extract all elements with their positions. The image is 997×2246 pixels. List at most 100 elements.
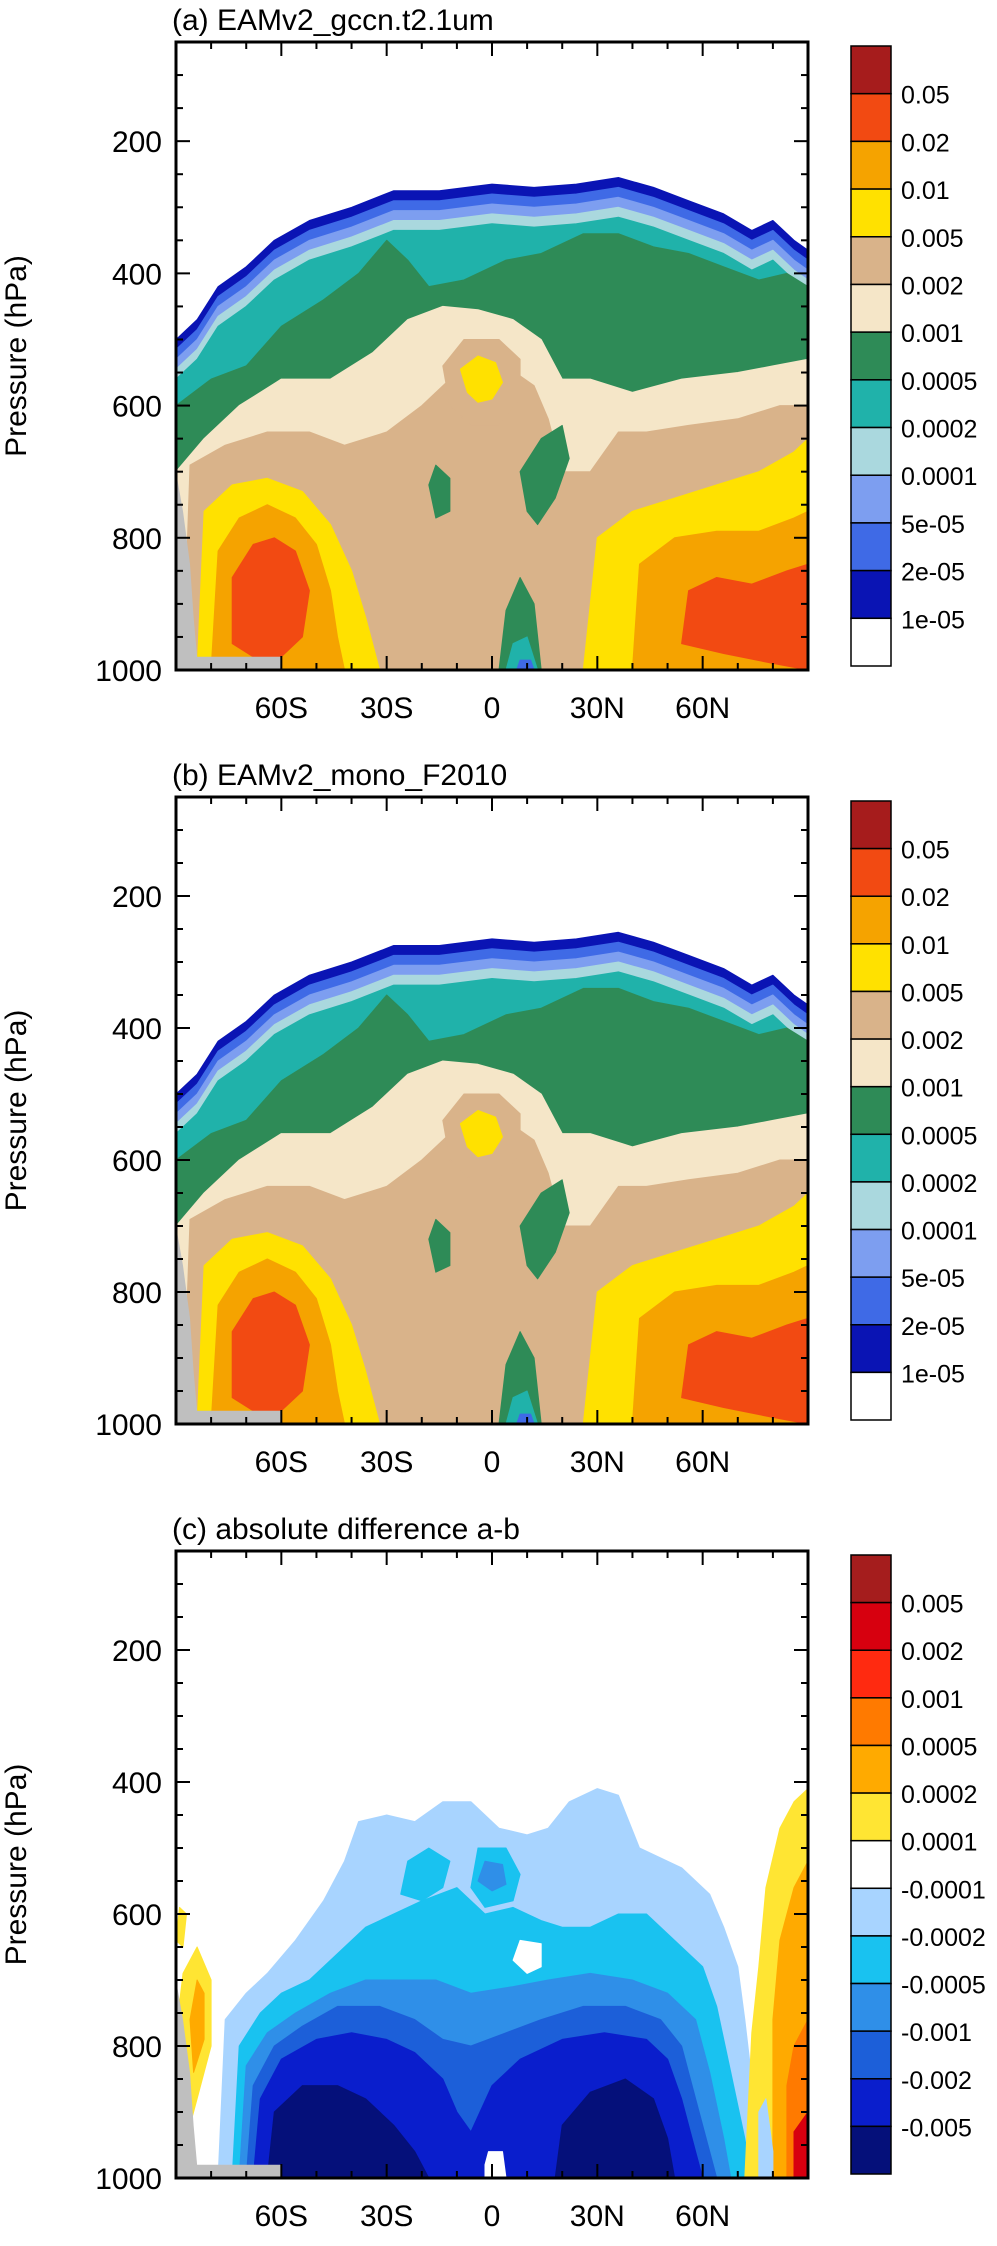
colorbar-swatch [850,1839,892,1890]
colorbar-label: 0.0002 [901,1170,977,1198]
colorbar: 0.005 0.002 0.001 0.0005 0.0002 0.0001 -0.0001… [850,1554,986,2175]
colorbar-label: 0.002 [901,1027,964,1055]
colorbar-swatch [850,474,892,524]
contour-region-7 [554,2078,676,2178]
colorbar-swatch [850,1935,892,1985]
x-tick-label: 30S [360,692,413,725]
colorbar-swatch [850,2078,892,2128]
x-tick-label: 60N [675,2200,730,2233]
colorbar-swatch [850,379,892,429]
colorbar-swatch [850,1554,892,1604]
colorbar-swatch [850,283,892,333]
contour-region-18 [519,1179,570,1280]
colorbar-label: -0.002 [901,2067,972,2095]
colorbar-label: 0.05 [901,837,950,865]
colorbar-swatch [850,1371,892,1421]
x-tick-label: 60S [255,1446,308,1479]
colorbar-swatch [850,1085,892,1136]
colorbar-label: 0.001 [901,1686,964,1714]
y-axis-label: Pressure (hPa) [0,1010,33,1212]
panel-c: (c) absolute difference a-b 200 400 600 800 1… [0,1513,986,2233]
y-tick-label: 800 [112,523,162,556]
colorbar-swatch [850,895,892,945]
colorbar-label: -0.0005 [901,1972,986,2000]
colorbar-label: 0.0005 [901,1122,977,1150]
colorbar-swatch [850,800,892,850]
colorbar-label: 0.05 [901,82,950,110]
contour-field [176,797,808,1424]
colorbar-swatch [850,1324,892,1374]
colorbar: 0.05 0.02 0.01 0.005 0.002 0.001 0.0005 0.0002 0… [850,45,977,667]
y-tick-label: 1000 [95,655,162,688]
terrain-mask [176,1980,282,2178]
contour-region-8 [400,1847,451,1902]
x-tick-label: 60S [255,692,308,725]
colorbar-swatch [850,943,892,993]
colorbar-label: 0.002 [901,1638,964,1666]
colorbar-swatch [850,188,892,238]
colorbar-swatch [850,990,892,1040]
colorbar-swatch [850,1982,892,2032]
contour-region-12 [484,2151,507,2178]
panel-title: (a) EAMv2_gccn.t2.1um [172,4,494,37]
contour-region-18 [519,424,570,526]
x-tick-label: 30N [570,692,625,725]
contour-region-14 [681,563,808,670]
contour-region-21 [516,659,535,670]
colorbar-label: 0.02 [901,884,950,912]
colorbar-label: 0.005 [901,1591,964,1619]
x-tick-label: 30S [360,2200,413,2233]
x-tick-label: 30N [570,1446,625,1479]
colorbar-label: 0.001 [901,320,964,348]
x-tick-label: 60N [675,692,730,725]
y-tick-label: 600 [112,1145,162,1178]
colorbar-swatch [850,236,892,286]
colorbar-label: 0.002 [901,272,964,300]
colorbar-label: -0.005 [901,2114,972,2142]
y-tick-label: 400 [112,258,162,291]
colorbar-swatch [850,1887,892,1937]
terrain-mask [176,1226,282,1424]
y-tick-label: 200 [112,1635,162,1668]
contour-region-10 [477,1860,507,1892]
colorbar-swatch [850,1649,892,1699]
contour-region-21 [516,1413,535,1424]
y-tick-label: 1000 [95,2163,162,2196]
y-tick-label: 1000 [95,1409,162,1442]
colorbar-swatch [850,1601,892,1651]
colorbar-swatch [850,617,892,667]
contour-region-17 [428,464,451,519]
y-tick-label: 600 [112,1899,162,1932]
y-tick-label: 200 [112,881,162,914]
colorbar-label: 5e-05 [901,1265,965,1293]
panel-title: (c) absolute difference a-b [172,1513,520,1546]
contour-field [176,42,808,670]
colorbar-label: 0.01 [901,932,950,960]
colorbar-swatch [850,45,892,95]
x-tick-label: 30N [570,2200,625,2233]
colorbar-label: 0.0005 [901,1733,977,1761]
panel-title: (b) EAMv2_mono_F2010 [172,759,507,792]
colorbar-label: -0.0001 [901,1876,986,1904]
colorbar-swatch [850,426,892,476]
y-tick-label: 200 [112,126,162,159]
contour-region-11 [512,1939,542,1974]
terrain-mask [176,471,282,670]
y-tick-label: 800 [112,1277,162,1310]
colorbar-label: 2e-05 [901,559,965,587]
x-tick-label: 30S [360,1446,413,1479]
colorbar-swatch [850,1038,892,1088]
colorbar-swatch [850,1792,892,1842]
colorbar-label: 2e-05 [901,1313,965,1341]
colorbar-label: 1e-05 [901,606,965,634]
colorbar-swatch [850,1276,892,1326]
y-tick-label: 600 [112,391,162,424]
colorbar-label: 0.01 [901,177,950,205]
x-tick-label: 60S [255,2200,308,2233]
colorbar-label: 5e-05 [901,511,965,539]
colorbar-swatch [850,92,892,143]
contour-region-19 [189,1979,205,2073]
colorbar-label: 0.0005 [901,368,977,396]
colorbar-label: 0.0001 [901,463,977,491]
